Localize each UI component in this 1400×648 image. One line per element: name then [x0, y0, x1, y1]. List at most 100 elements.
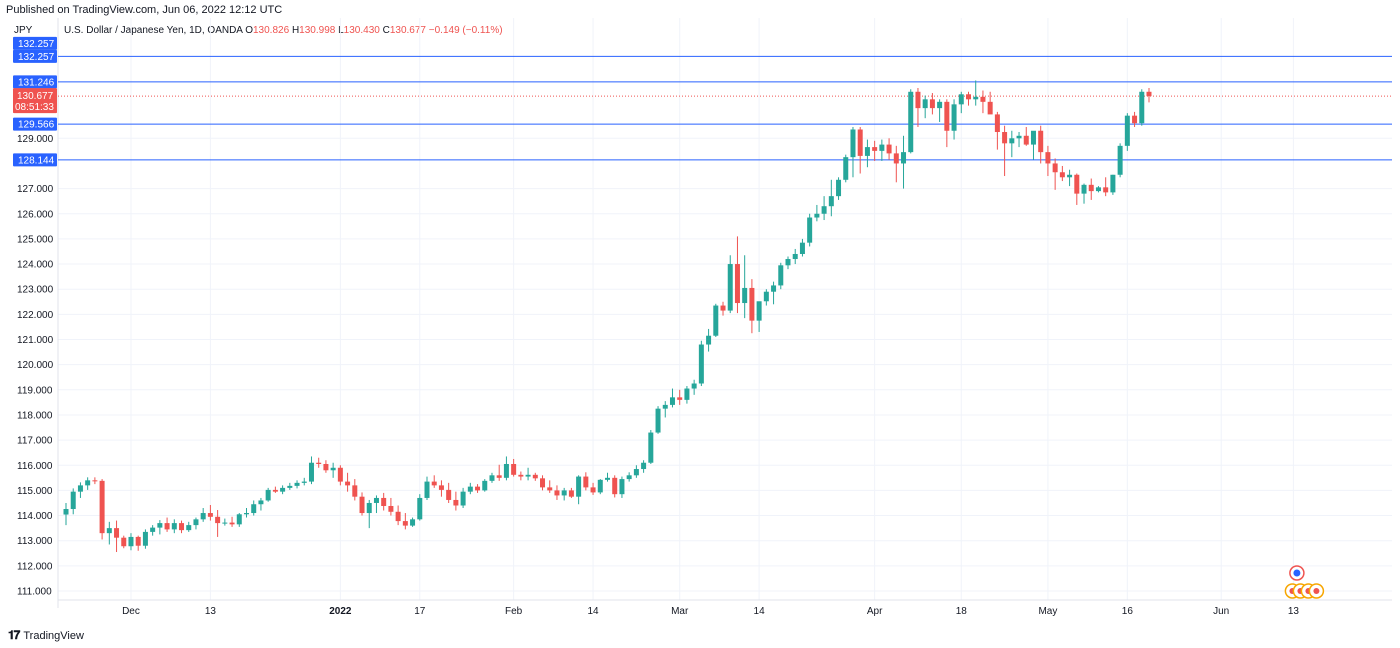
candle-body [128, 536, 134, 547]
candle-body [547, 487, 553, 491]
candle-body [1146, 91, 1152, 97]
candle-body [756, 301, 762, 321]
low-label: L [338, 25, 344, 36]
x-tick-label: Apr [867, 606, 883, 617]
candle-body [142, 531, 148, 546]
open-value: 130.826 [253, 25, 290, 36]
candle-body [684, 388, 690, 400]
candle-body [438, 485, 444, 490]
candle-body [475, 486, 481, 491]
brand-label: TradingView [23, 629, 84, 642]
candle-body [749, 287, 755, 321]
candle-body [554, 490, 560, 496]
candle-body [99, 480, 105, 534]
top-partial-badge [13, 36, 57, 50]
candle-body [460, 491, 466, 506]
candle-body [431, 481, 437, 486]
candle-body [150, 527, 156, 532]
candle-body [901, 152, 907, 164]
candle-body [337, 467, 343, 482]
close-value: 130.677 [389, 25, 426, 36]
top-partial-label: 132.257 [18, 39, 55, 50]
candle-body [951, 104, 957, 131]
candle-body [626, 475, 632, 480]
candle-body [1045, 152, 1051, 164]
horizontal-level-label: 131.246 [18, 77, 55, 88]
y-tick-label: 124.000 [17, 260, 54, 271]
candle-body [366, 502, 372, 514]
y-tick-label: 126.000 [17, 209, 54, 220]
candle-body [915, 91, 921, 109]
close-label: C [382, 25, 390, 36]
candlestick-chart[interactable]: 111.000 112.000 113.000 114.000 115.000 116.0… [0, 18, 1400, 626]
x-tick-label: Jun [1213, 606, 1229, 617]
candle-body [1038, 130, 1044, 153]
candle-body [316, 462, 322, 464]
candle-body [691, 383, 697, 389]
y-tick-label: 116.000 [17, 461, 53, 472]
us-flag-event-dot [1293, 569, 1301, 577]
x-tick-label: Feb [505, 606, 523, 617]
candle-body [532, 474, 538, 479]
candle-body [662, 404, 668, 409]
candle-body [727, 264, 733, 311]
tradingview-logo-icon: 𝟏𝟕 [8, 628, 20, 642]
y-tick-label: 127.000 [17, 184, 54, 195]
candle-body [265, 489, 271, 501]
low-value: 130.430 [343, 25, 380, 36]
candle-body [540, 478, 546, 488]
candle-body [330, 467, 336, 471]
candle-body [359, 496, 365, 514]
candle-body [1110, 174, 1116, 193]
candle-body [836, 179, 842, 197]
y-tick-label: 112.000 [17, 561, 53, 572]
candle-body [417, 497, 423, 520]
candle-body [980, 96, 986, 102]
candle-body [121, 537, 127, 547]
calendar-event-dot [1313, 588, 1320, 594]
y-tick-label: 123.000 [17, 285, 54, 296]
candle-body [1067, 174, 1073, 178]
y-tick-label: 111.000 [17, 587, 52, 598]
candle-body [373, 497, 379, 503]
candle-body [1052, 163, 1058, 173]
candle-body [973, 96, 979, 100]
candle-body [92, 480, 98, 482]
candle-body [655, 408, 661, 433]
candle-body [872, 147, 878, 151]
candle-body [388, 505, 394, 512]
candle-body [244, 513, 249, 515]
candle-body [879, 144, 885, 151]
candle-body [1009, 138, 1015, 144]
candle-body [287, 485, 293, 488]
candle-body [186, 525, 192, 531]
candle-body [482, 480, 488, 491]
y-tick-label: 115.000 [17, 486, 53, 497]
candle-body [294, 482, 300, 486]
candle-body [677, 397, 683, 400]
candle-body [568, 490, 574, 497]
horizontal-level-label: 132.257 [18, 52, 55, 63]
candle-body [698, 344, 704, 384]
high-value: 130.998 [299, 25, 336, 36]
candle-body [1030, 130, 1036, 145]
countdown-label: 08:51:33 [15, 102, 54, 113]
candle-body [179, 523, 185, 531]
candle-body [850, 129, 856, 158]
candle-body [518, 474, 524, 477]
x-tick-label: 13 [1288, 606, 1300, 617]
tradingview-brand[interactable]: 𝟏𝟕 TradingView [8, 628, 84, 643]
candle-body [446, 489, 452, 500]
candle-body [496, 475, 502, 478]
candle-body [843, 157, 849, 180]
candle-body [987, 101, 993, 115]
candle-body [944, 101, 950, 131]
candle-body [720, 305, 726, 311]
candle-body [807, 217, 813, 243]
candle-body [222, 522, 228, 524]
horizontal-level-badge [13, 153, 57, 167]
horizontal-level-badge [13, 49, 57, 63]
candle-body [857, 129, 863, 156]
candle-body [713, 305, 719, 336]
y-tick-label: 122.000 [17, 310, 54, 321]
